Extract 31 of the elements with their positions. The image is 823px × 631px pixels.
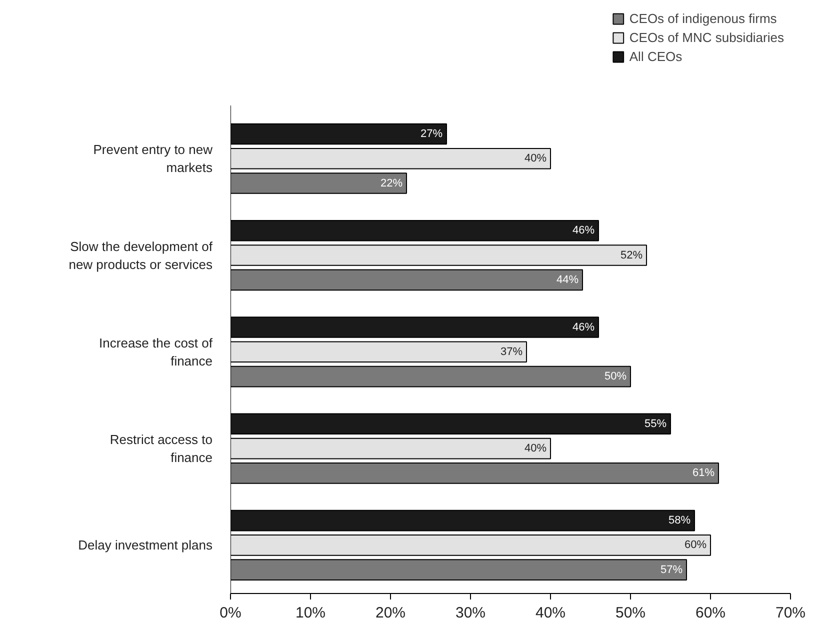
- data-label: 61%: [692, 467, 715, 480]
- data-label: 44%: [556, 274, 579, 286]
- y-tick-label: Prevent entry to new markets: [93, 142, 214, 176]
- data-label: 58%: [668, 514, 691, 527]
- legend-label: All CEOs: [629, 49, 682, 64]
- x-tick-label: 60%: [695, 604, 726, 622]
- data-label: 46%: [572, 224, 595, 237]
- y-tick-label: Slow the development of new products or services: [68, 238, 213, 272]
- data-label: 55%: [644, 418, 667, 430]
- data-label: 46%: [572, 321, 595, 334]
- x-tick-label: 30%: [455, 604, 486, 622]
- data-label: 57%: [660, 564, 683, 576]
- data-label: 40%: [524, 442, 547, 455]
- y-tick-label: Increase the cost of finance: [99, 335, 213, 368]
- data-label: 52%: [620, 249, 643, 262]
- legend-label: CEOs of indigenous firms: [629, 11, 777, 26]
- y-tick-label: Delay investment plans: [78, 538, 213, 553]
- legend-label: CEOs of MNC subsidiaries: [629, 30, 784, 45]
- data-label: 27%: [420, 128, 443, 140]
- data-label: 50%: [604, 370, 627, 383]
- x-tick-label: 20%: [375, 604, 406, 622]
- x-tick-label: 10%: [295, 604, 326, 622]
- data-label: 22%: [380, 177, 403, 190]
- data-label: 60%: [684, 539, 707, 552]
- x-tick-label: 70%: [775, 604, 806, 622]
- data-label: 37%: [500, 346, 523, 358]
- y-tick-label: Restrict access to finance: [110, 432, 213, 466]
- x-tick-label: 50%: [615, 604, 646, 622]
- data-label: 40%: [524, 152, 547, 165]
- x-tick-label: 40%: [535, 604, 566, 622]
- x-tick-label: 0%: [220, 604, 242, 622]
